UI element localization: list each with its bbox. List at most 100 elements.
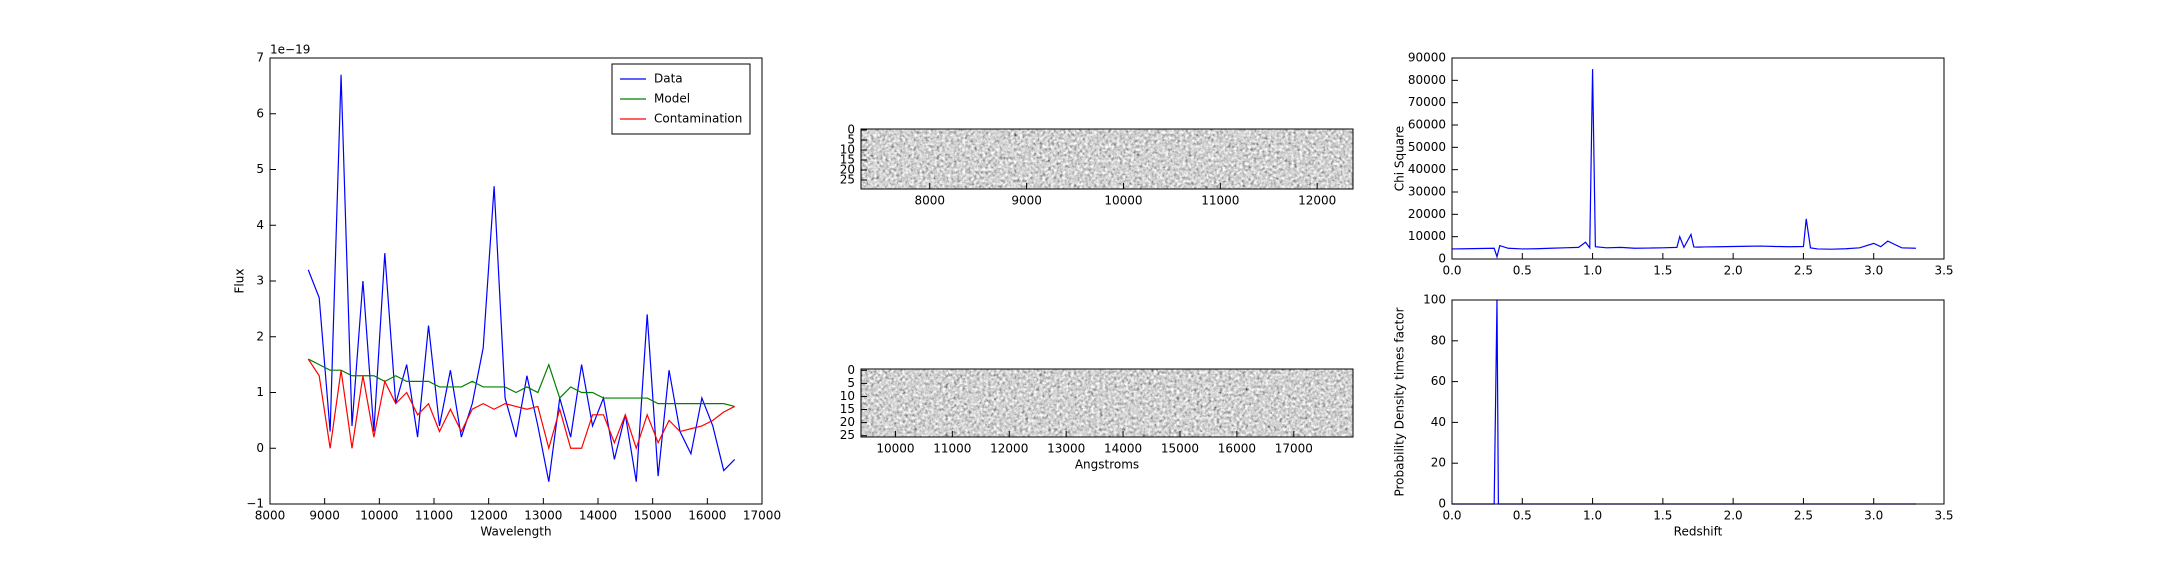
x-tick-label: 1.5: [1653, 509, 1672, 523]
y-tick-label: 4: [256, 218, 264, 232]
x-tick-label: 14000: [1104, 442, 1142, 456]
y-tick-label: 80000: [1408, 73, 1446, 87]
y-tick-label: 20: [1431, 456, 1446, 470]
x-tick-label: 17000: [1275, 442, 1313, 456]
x-tick-label: 12000: [1298, 194, 1336, 208]
x-tick-label: 16000: [688, 509, 726, 523]
x-tick-label: 16000: [1218, 442, 1256, 456]
y-tick-label: 2: [256, 329, 264, 343]
y-tick-label: 20: [840, 415, 855, 429]
x-axis-label: Wavelength: [480, 525, 551, 539]
y-tick-label: 1: [256, 385, 264, 399]
y-tick-label: 90000: [1408, 51, 1446, 65]
x-tick-label: 8000: [914, 194, 945, 208]
axes-frame: [860, 128, 1354, 190]
series-line: [307, 74, 736, 482]
y-tick-label: 20000: [1408, 207, 1446, 221]
x-tick-label: 15000: [1161, 442, 1199, 456]
x-tick-label: 3.5: [1934, 509, 1953, 523]
x-tick-label: 15000: [634, 509, 672, 523]
y-tick-label: 25: [840, 428, 855, 442]
x-tick-label: 12000: [990, 442, 1028, 456]
y-tick-label: 10: [840, 389, 855, 403]
axes: 0.0 0.5 1.0 1.5 2.0 2.5 3.0 3.5 0 20 40 60 80 100 Reds…: [1393, 293, 1954, 539]
offset-text: 1e−19: [270, 43, 310, 57]
x-tick-label: 14000: [579, 509, 617, 523]
x-tick-label: 11000: [415, 509, 453, 523]
x-tick-label: 9000: [1011, 194, 1042, 208]
x-tick-label: 11000: [1201, 194, 1239, 208]
x-tick-label: 2.0: [1724, 264, 1743, 278]
x-tick-label: 3.0: [1864, 264, 1883, 278]
x-tick-label: 10000: [1104, 194, 1142, 208]
x-tick-label: 0.5: [1513, 264, 1532, 278]
x-tick-label: 13000: [524, 509, 562, 523]
y-axis-label: Probability Density times factor: [1393, 307, 1407, 496]
y-tick-label: 0: [847, 363, 855, 377]
x-tick-label: 12000: [470, 509, 508, 523]
y-tick-label: 70000: [1408, 95, 1446, 109]
legend-label: Data: [654, 72, 683, 86]
legend-label: Model: [654, 92, 690, 106]
series-line: [1452, 299, 1916, 505]
x-tick-label: 3.0: [1864, 509, 1883, 523]
axes-frame: [1451, 57, 1945, 260]
y-tick-label: −1: [246, 497, 264, 511]
y-tick-label: 0: [1438, 497, 1446, 511]
series-line: [307, 358, 735, 451]
spectrum-image: [861, 369, 1353, 437]
y-tick-label: 7: [256, 51, 264, 65]
y-tick-label: 10: [840, 143, 855, 157]
y-tick-label: 25: [840, 173, 855, 187]
y-tick-label: 20: [840, 163, 855, 177]
x-axis-label: Angstroms: [1075, 458, 1139, 472]
y-axis-label: Chi Square: [1393, 126, 1407, 191]
x-tick-label: 13000: [1047, 442, 1085, 456]
y-tick-label: 3: [256, 274, 264, 288]
y-tick-label: 0: [1438, 252, 1446, 266]
x-tick-label: 1.5: [1653, 264, 1672, 278]
y-tick-label: 5: [256, 162, 264, 176]
y-tick-label: 50000: [1408, 140, 1446, 154]
axes: 8000 9000 10000 11000 12000 13000 14000 15000 16…: [233, 43, 782, 539]
x-tick-label: 8000: [255, 509, 286, 523]
x-tick-label: 2.0: [1724, 509, 1743, 523]
y-tick-label: 0: [847, 123, 855, 137]
axes: 0.0 0.5 1.0 1.5 2.0 2.5 3.0 3.5 0 10000 20000 30000…: [1393, 51, 1954, 278]
y-tick-label: 5: [847, 376, 855, 390]
x-tick-label: 17000: [743, 509, 781, 523]
series-line: [1451, 69, 1916, 259]
x-tick-label: 1.0: [1583, 264, 1602, 278]
x-tick-label: 3.5: [1934, 264, 1953, 278]
legend-label: Contamination: [654, 112, 742, 126]
x-tick-label: 1.0: [1583, 509, 1602, 523]
axes-frame: [860, 368, 1354, 438]
y-tick-label: 15: [840, 402, 855, 416]
y-axis-label: Flux: [233, 269, 247, 294]
y-tick-label: 5: [847, 133, 855, 147]
y-tick-label: 30000: [1408, 185, 1446, 199]
y-tick-label: 40000: [1408, 162, 1446, 176]
y-tick-label: 40: [1431, 415, 1446, 429]
x-tick-label: 0.5: [1513, 509, 1532, 523]
x-tick-label: 10000: [876, 442, 914, 456]
y-tick-label: 0: [256, 441, 264, 455]
series-line: [307, 358, 735, 408]
x-tick-label: 2.5: [1794, 264, 1813, 278]
y-tick-label: 10000: [1408, 229, 1446, 243]
x-tick-label: 11000: [933, 442, 971, 456]
x-tick-label: 9000: [309, 509, 340, 523]
y-tick-label: 100: [1423, 293, 1446, 307]
spectrum-image: [861, 129, 1353, 189]
x-tick-label: 2.5: [1794, 509, 1813, 523]
y-tick-label: 60: [1431, 374, 1446, 388]
y-tick-label: 15: [840, 153, 855, 167]
axes-frame: [1451, 299, 1945, 505]
y-tick-label: 80: [1431, 333, 1446, 347]
y-tick-label: 6: [256, 106, 264, 120]
x-tick-label: 0.0: [1442, 509, 1461, 523]
x-axis-label: Redshift: [1674, 525, 1723, 539]
x-tick-label: 0.0: [1442, 264, 1461, 278]
